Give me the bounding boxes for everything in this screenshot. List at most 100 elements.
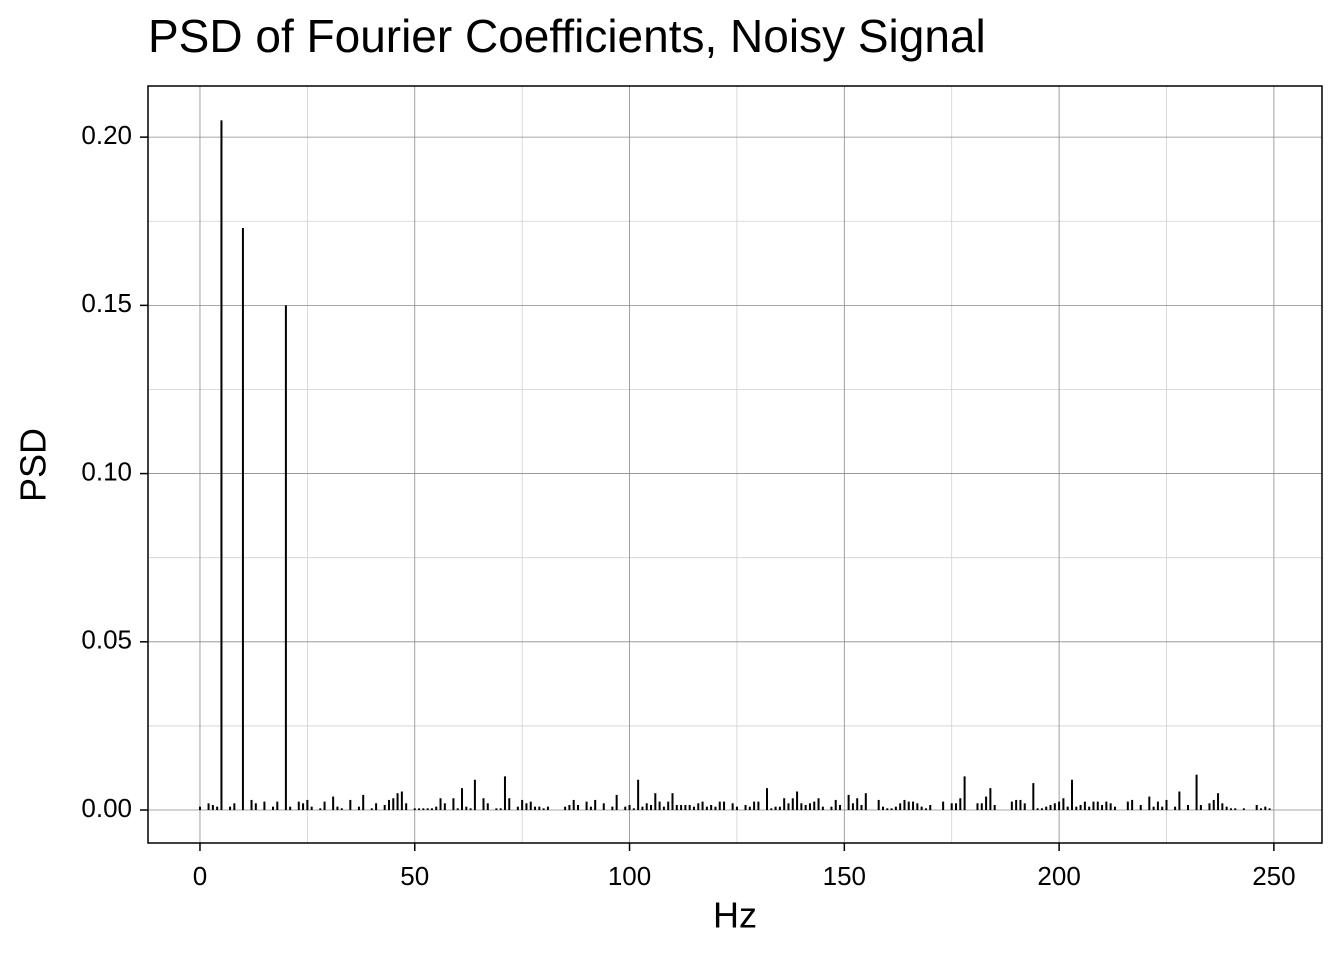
bar [1019,799,1022,811]
bar [525,803,528,811]
x-tick-label: 250 [1252,861,1295,891]
bar [383,804,386,811]
bar [989,788,992,811]
bar [658,801,661,811]
bar [529,801,532,811]
bar [220,120,223,811]
bar [890,808,893,811]
bar [796,791,799,811]
bar [310,806,313,811]
bar [1217,793,1220,811]
bar [697,803,700,811]
bar [774,806,777,811]
bar [899,803,902,811]
bar [503,776,506,811]
bar [1075,806,1078,811]
plot-frame [147,85,1323,844]
bar [207,803,210,811]
bar [452,798,455,811]
bar [1062,798,1065,811]
bar [834,799,837,811]
bar [955,803,958,811]
bar [877,799,880,811]
bar [534,806,537,811]
y-tick-label: 0.10 [81,456,132,486]
bar [465,806,468,811]
bar [710,804,713,811]
bar [847,794,850,811]
bar [568,804,571,811]
bar [692,806,695,811]
bar [942,801,945,811]
bar [731,803,734,811]
bar [1109,803,1112,811]
bar [297,801,300,811]
bar [216,806,219,811]
bar [1045,806,1048,811]
y-tick-label: 0.05 [81,625,132,655]
bar [362,794,365,811]
bar [426,808,429,811]
bar [439,798,442,811]
bar [667,801,670,811]
bar [1161,806,1164,811]
x-tick-label: 0 [193,861,207,891]
bar [272,806,275,811]
bar [594,799,597,811]
bar [783,798,786,811]
bar [1131,799,1134,811]
bar [585,801,588,811]
bar [684,804,687,811]
bar [787,803,790,811]
bar [473,779,476,811]
bar [1139,804,1142,811]
bar [1113,806,1116,811]
bar [1092,801,1095,811]
bar [413,808,416,811]
bar [1199,804,1202,811]
bar [1040,808,1043,811]
bar [800,803,803,811]
bar [602,803,605,811]
bar [1101,804,1104,811]
bar [516,806,519,811]
bar [589,806,592,811]
bar [284,305,287,811]
bar [1242,808,1245,811]
bar [1015,799,1018,811]
bar [748,806,751,811]
x-tick-label: 50 [400,861,429,891]
bar [461,788,464,811]
bar [1260,808,1263,811]
bar [1174,806,1177,811]
bar [1255,804,1258,811]
bar [289,806,292,811]
bar [675,804,678,811]
bar [521,799,524,811]
bar [1208,803,1211,811]
bar [306,799,309,811]
bar [1088,806,1091,811]
bar [950,803,953,811]
bar [430,808,433,811]
x-axis-label: Hz [713,895,757,936]
bar [1070,779,1073,811]
bar [1221,803,1224,811]
bar [916,803,919,811]
bar [1023,803,1026,811]
bar [778,806,781,811]
bar [894,806,897,811]
bar [392,798,395,811]
bar [1079,804,1082,811]
bar [912,801,915,811]
bar [881,806,884,811]
x-tick-label: 200 [1037,861,1080,891]
bar [1234,808,1237,811]
bar [654,793,657,811]
bar [435,806,438,811]
bar [418,808,421,811]
bar [1229,808,1232,811]
bar [229,806,232,811]
bar [791,798,794,811]
